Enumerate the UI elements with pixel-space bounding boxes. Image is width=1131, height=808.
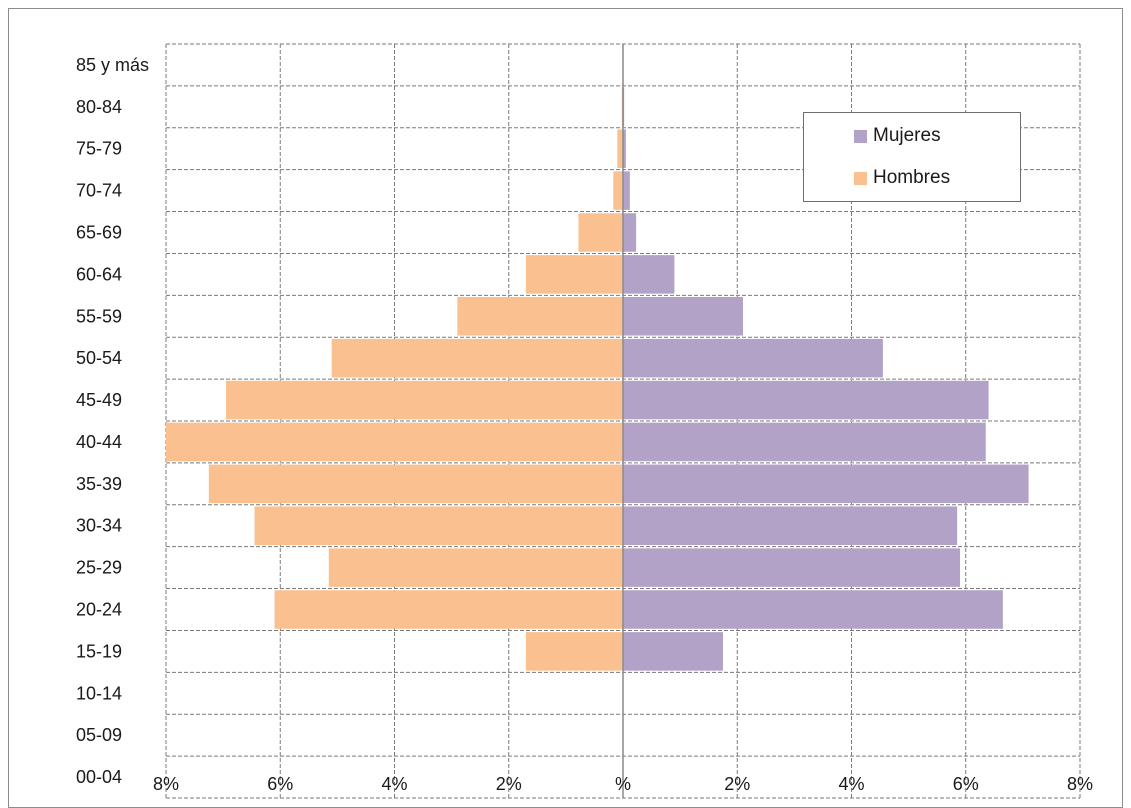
bar-mujeres-65-69: [623, 213, 637, 252]
category-labels: 00-04 05-09 10-14 15-19 20-24 25-29 30-34 35-39…: [76, 55, 149, 787]
x-tick-label: 6%: [953, 774, 979, 794]
bar-mujeres-70-74: [623, 171, 630, 210]
bar-hombres-55-59: [457, 297, 623, 336]
bar-mujeres-30-34: [623, 506, 958, 545]
category-label: 55-59: [76, 306, 122, 326]
bar-hombres-30-34: [254, 506, 623, 545]
bar-mujeres-75-79: [623, 129, 626, 168]
bar-hombres-75-79: [617, 129, 623, 168]
bar-hombres-50-54: [331, 338, 623, 378]
bar-mujeres-60-64: [623, 255, 675, 294]
bar-mujeres-20-24: [623, 590, 1003, 629]
x-tick-label: 8%: [1067, 774, 1093, 794]
category-label: 00-04: [76, 767, 122, 787]
category-label: 25-29: [76, 558, 122, 578]
category-label: 10-14: [76, 683, 122, 703]
x-tick-label: 2%: [496, 774, 522, 794]
bar-mujeres-50-54: [623, 338, 883, 378]
x-tick-label: %: [615, 774, 631, 794]
category-label: 45-49: [76, 390, 122, 410]
category-label: 85 y más: [76, 55, 149, 75]
bar-hombres-25-29: [328, 548, 623, 587]
legend-label-mujeres: Mujeres: [873, 125, 941, 146]
bars-group: [166, 87, 1029, 671]
bar-hombres-45-49: [225, 380, 623, 420]
x-tick-label: 2%: [724, 774, 750, 794]
category-label: 05-09: [76, 725, 122, 745]
bar-hombres-60-64: [525, 255, 623, 294]
legend-label-hombres: Hombres: [873, 167, 951, 188]
x-tick-label: 4%: [838, 774, 864, 794]
category-label: 30-34: [76, 516, 122, 536]
bar-hombres-20-24: [274, 590, 623, 629]
bar-mujeres-35-39: [623, 464, 1029, 504]
bar-hombres-15-19: [525, 632, 623, 671]
x-tick-label: 8%: [153, 774, 179, 794]
bar-hombres-70-74: [613, 171, 623, 210]
bar-hombres-40-44: [166, 422, 623, 462]
category-label: 20-24: [76, 600, 122, 620]
category-label: 50-54: [76, 348, 122, 368]
bar-hombres-35-39: [208, 464, 623, 504]
bar-mujeres-15-19: [623, 632, 723, 671]
x-tick-label: 4%: [381, 774, 407, 794]
legend-swatch-hombres: [854, 171, 867, 185]
category-label: 35-39: [76, 474, 122, 494]
x-tick-labels: 8% 6% 4% 2%% 2% 4% 6% 8%: [153, 774, 1093, 794]
category-label: 75-79: [76, 139, 122, 159]
chart-frame: 00-04 05-09 10-14 15-19 20-24 25-29 30-34 35-39…: [8, 8, 1123, 808]
legend-swatch-mujeres: [854, 129, 867, 143]
x-tick-label: 6%: [267, 774, 293, 794]
legend-item-mujeres: Mujeres: [854, 125, 941, 147]
bar-hombres-65-69: [578, 213, 623, 252]
category-label: 80-84: [76, 97, 122, 117]
category-label: 70-74: [76, 181, 122, 201]
legend: Mujeres Hombres: [803, 112, 1021, 202]
category-label: 60-64: [76, 264, 122, 284]
bar-mujeres-45-49: [623, 380, 989, 420]
bar-mujeres-25-29: [623, 548, 961, 587]
legend-item-hombres: Hombres: [854, 167, 950, 189]
category-label: 40-44: [76, 432, 122, 452]
category-label: 15-19: [76, 641, 122, 661]
bar-mujeres-40-44: [623, 422, 986, 462]
category-label: 65-69: [76, 223, 122, 243]
bar-mujeres-55-59: [623, 297, 743, 336]
